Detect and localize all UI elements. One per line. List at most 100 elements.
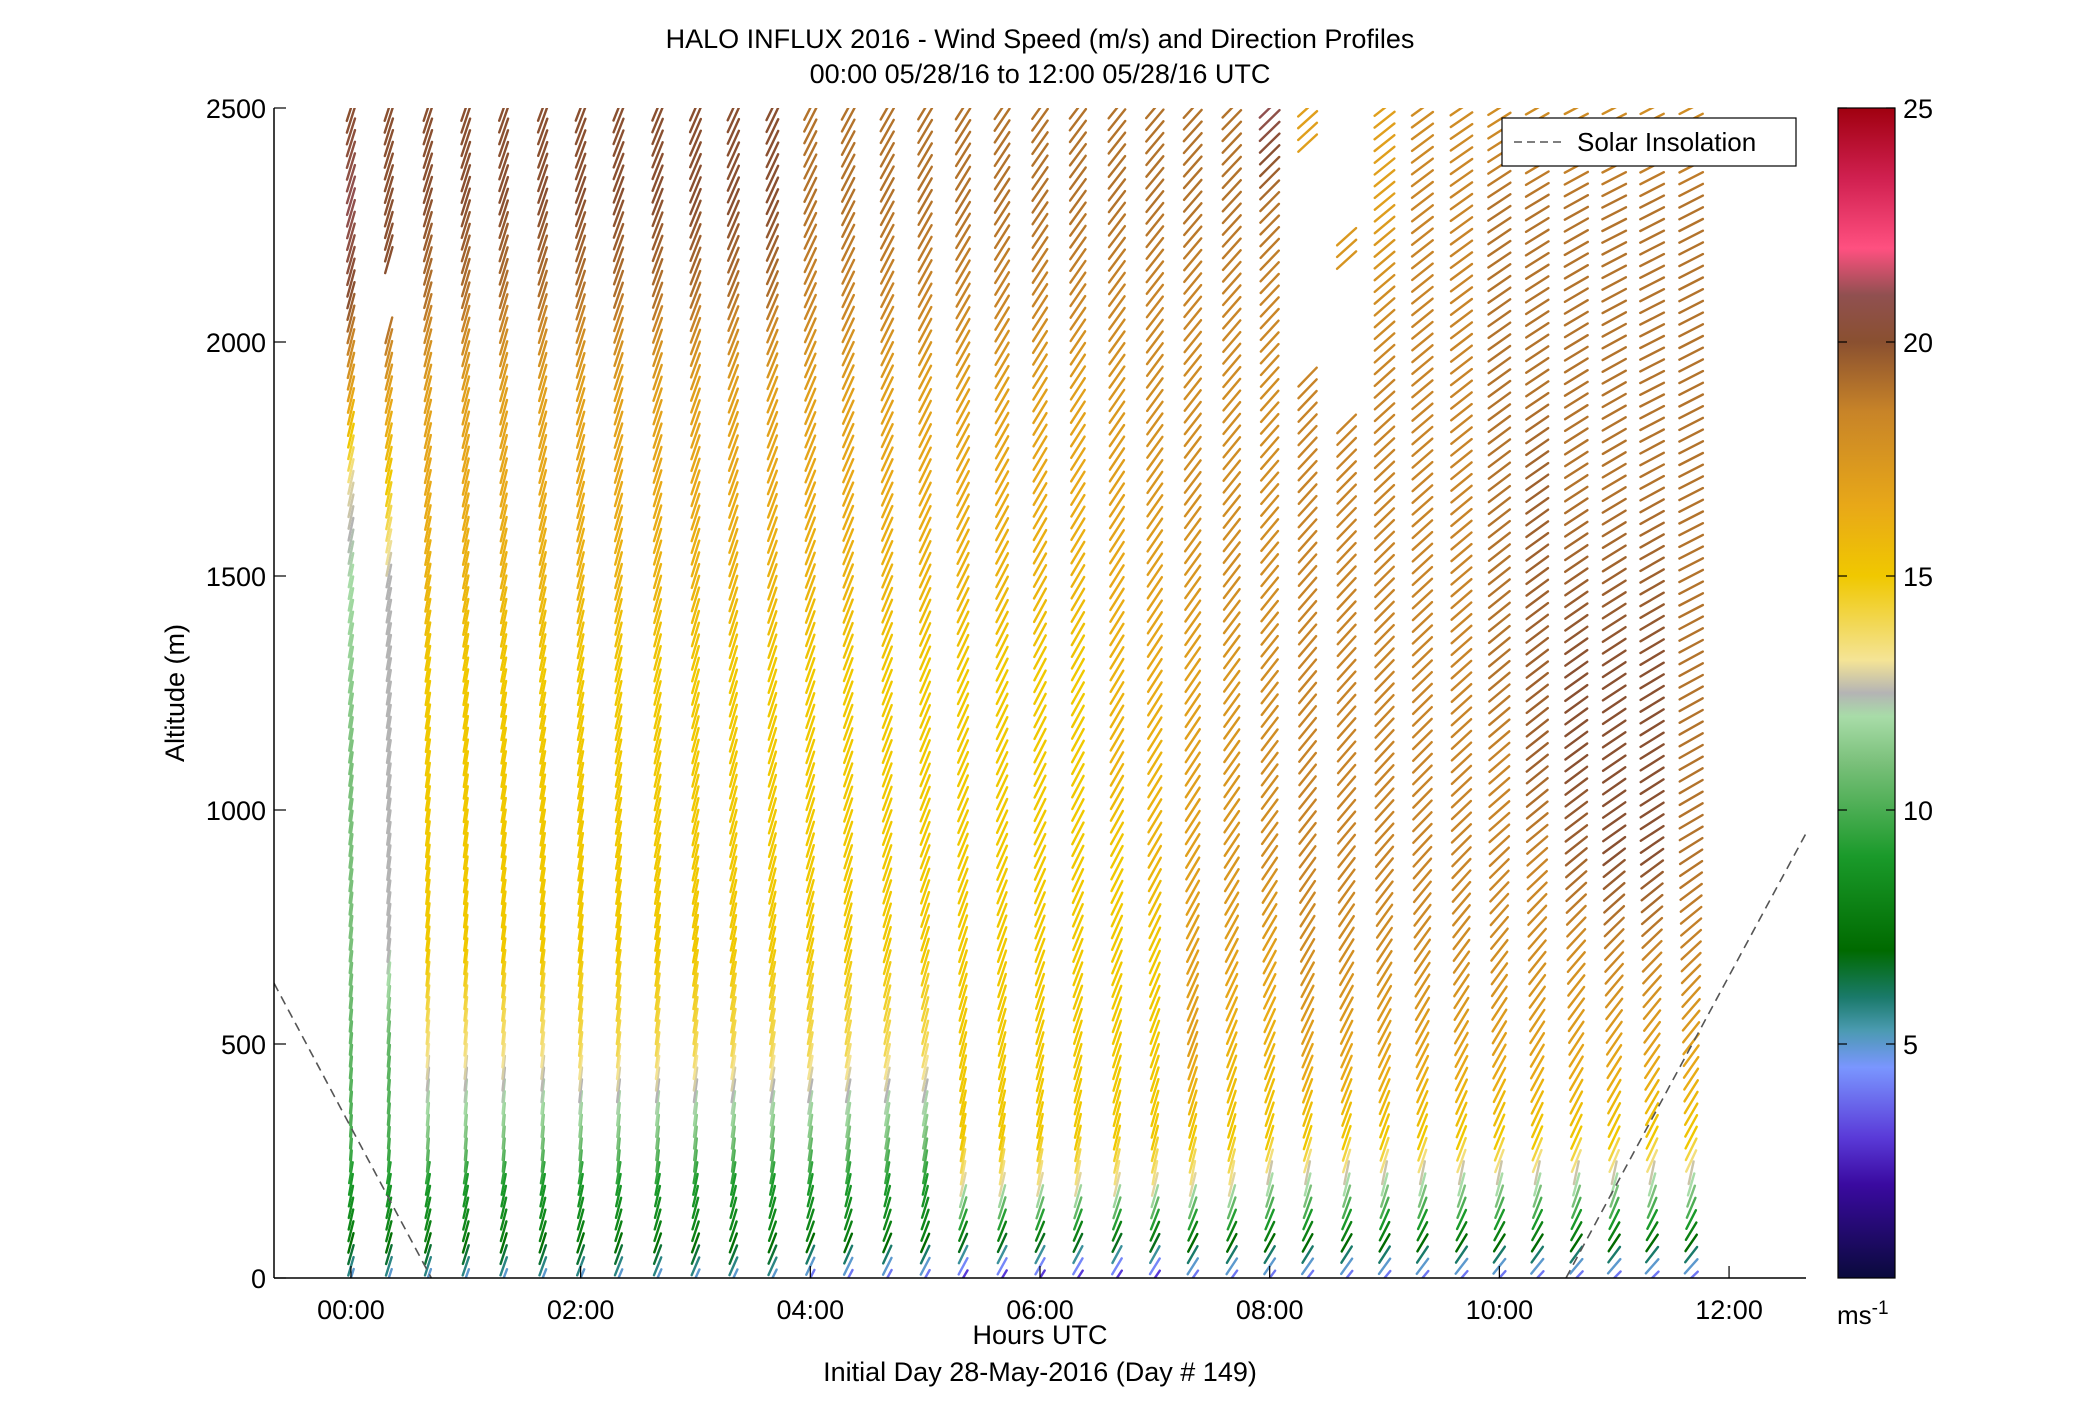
wind-arrow (1525, 823, 1549, 843)
wind-arrow (1530, 1066, 1545, 1092)
wind-arrow (386, 914, 392, 940)
wind-arrow (424, 808, 431, 835)
wind-arrow (1601, 276, 1628, 291)
wind-arrow (841, 211, 856, 239)
wind-arrow (613, 516, 624, 543)
wind-arrow (1601, 241, 1628, 256)
wind-arrow (613, 375, 624, 403)
wind-arrow (1222, 319, 1242, 342)
wind-arrow (1411, 495, 1434, 516)
wind-arrow (1259, 471, 1280, 494)
wind-arrow (424, 515, 432, 543)
wind-arrow (347, 575, 355, 600)
wind-arrow (769, 1149, 775, 1173)
wind-arrow (880, 329, 895, 355)
wind-arrow (1112, 1101, 1122, 1128)
wind-arrow (803, 188, 818, 215)
wind-arrow (1111, 961, 1123, 987)
wind-arrow (882, 925, 892, 952)
wind-arrow (540, 1042, 546, 1069)
wind-arrow (1148, 973, 1161, 998)
wind-arrow (804, 574, 816, 601)
wind-arrow (461, 480, 470, 508)
wind-arrow (1678, 346, 1705, 361)
wind-arrow (1645, 1125, 1659, 1150)
wind-arrow (881, 703, 893, 729)
wind-arrow (1183, 552, 1202, 576)
wind-arrow (1108, 295, 1126, 319)
wind-arrow (1639, 754, 1665, 772)
wind-arrow (1260, 623, 1280, 646)
wind-arrow (1068, 131, 1088, 155)
wind-arrow (883, 1078, 891, 1104)
wind-arrow (538, 504, 547, 531)
wind-arrow (1260, 541, 1280, 564)
wind-arrow (1639, 498, 1665, 514)
wind-arrow (1487, 636, 1511, 656)
wind-arrow (803, 282, 817, 309)
wind-arrow (462, 586, 470, 613)
wind-arrow (461, 1232, 470, 1254)
wind-arrow (1411, 472, 1434, 493)
wind-arrow (767, 691, 778, 718)
wind-arrow (1525, 566, 1550, 586)
wind-arrow (993, 165, 1011, 191)
wind-arrow (726, 187, 740, 216)
wind-arrow (807, 1066, 814, 1092)
wind-arrow (424, 1172, 431, 1196)
wind-arrow (424, 715, 432, 742)
wind-arrow (577, 820, 585, 847)
wind-arrow (1601, 264, 1628, 280)
wind-arrow (994, 423, 1010, 448)
wind-arrow (614, 843, 623, 870)
wind-arrow (1411, 612, 1434, 633)
wind-arrow (385, 1208, 393, 1231)
wind-arrow (728, 492, 739, 519)
wind-arrow (1188, 1112, 1198, 1139)
wind-arrow (1454, 1054, 1469, 1080)
wind-arrow (1109, 646, 1125, 670)
wind-arrow (919, 750, 931, 776)
wind-arrow (1601, 754, 1627, 772)
wind-arrow (346, 351, 356, 380)
wind-arrow (1227, 1148, 1237, 1174)
wind-arrow (1145, 295, 1165, 319)
wind-arrow (881, 797, 893, 823)
wind-arrow (538, 586, 547, 613)
wind-arrow (1069, 224, 1087, 249)
wind-arrow (1337, 891, 1356, 916)
wind-arrow (729, 1184, 737, 1208)
wind-arrow (654, 960, 661, 987)
wind-arrow (843, 867, 853, 893)
wind-arrow (1682, 1044, 1700, 1068)
wind-arrow (655, 1125, 661, 1150)
wind-arrow (729, 785, 738, 812)
wind-arrow (1450, 753, 1473, 774)
wind-arrow (385, 540, 393, 566)
wind-arrow (1034, 961, 1046, 987)
wind-arrow (348, 891, 354, 916)
wind-arrow (1601, 707, 1627, 726)
wind-arrow (921, 1113, 929, 1139)
wind-arrow (995, 704, 1009, 729)
wind-arrow (1033, 762, 1047, 787)
wind-arrow (539, 738, 547, 765)
wind-arrow (612, 152, 625, 181)
wind-arrow (1187, 1089, 1198, 1116)
wind-arrow (1336, 576, 1357, 599)
wind-arrow (995, 517, 1010, 542)
wind-arrow (1525, 777, 1549, 797)
wind-arrow (1377, 1019, 1392, 1045)
wind-arrow (1146, 716, 1163, 740)
wind-arrow (917, 142, 933, 168)
wind-arrow (656, 1268, 663, 1278)
wind-arrow (1222, 412, 1242, 436)
wind-arrow (424, 574, 432, 601)
wind-arrow (1336, 623, 1357, 646)
wind-arrow (1259, 459, 1280, 482)
wind-arrow (614, 562, 623, 590)
wind-arrow (1302, 1089, 1314, 1116)
wind-arrow (1456, 1136, 1467, 1162)
wind-arrow (995, 657, 1009, 682)
wind-arrow (1336, 553, 1357, 575)
